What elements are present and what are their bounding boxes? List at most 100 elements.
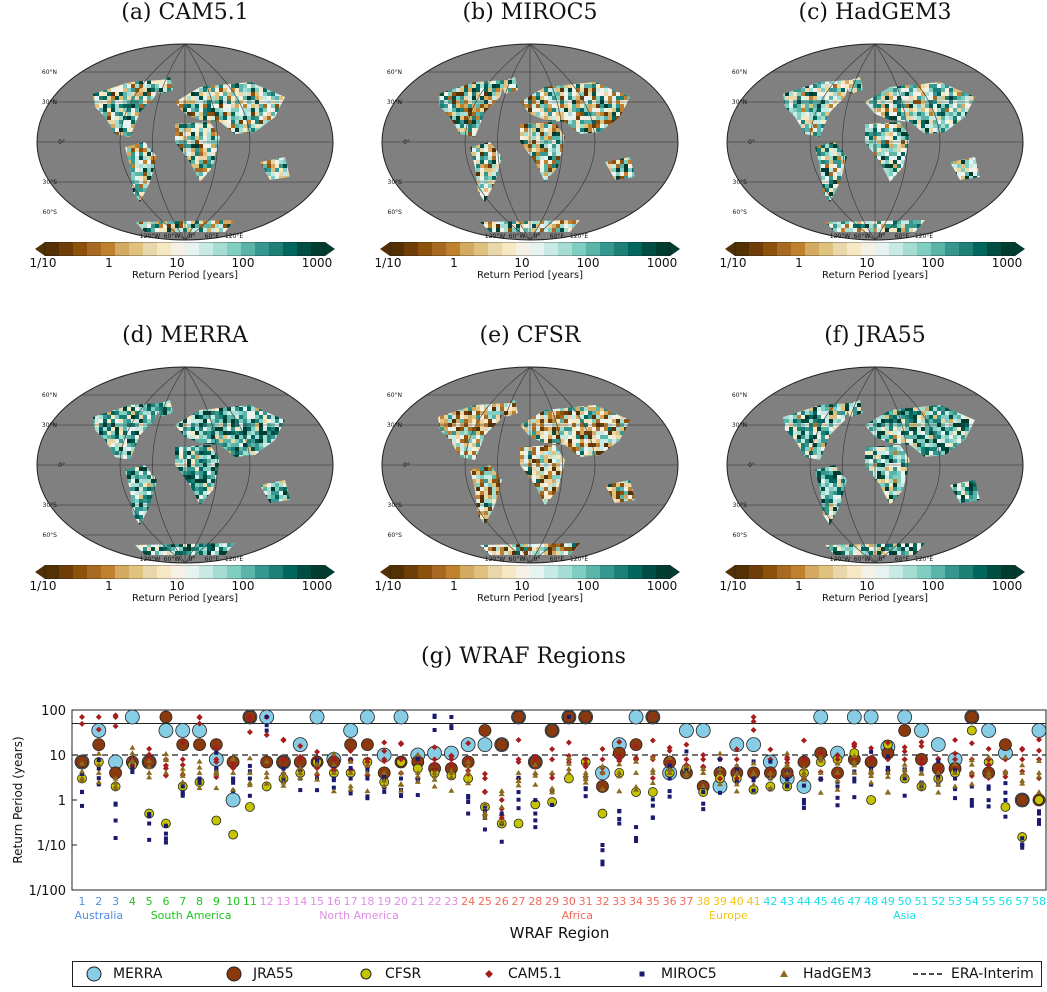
x-tick-label: 1 [79, 895, 86, 908]
colorbar-swatch [642, 242, 657, 256]
data-point [398, 740, 404, 747]
data-point [432, 728, 437, 733]
colorbar-swatch [101, 565, 116, 579]
data-point [244, 802, 255, 812]
data-point [448, 752, 455, 759]
data-point [515, 778, 522, 784]
data-point [214, 750, 219, 755]
data-point [263, 731, 270, 738]
colorbar-swatch [45, 242, 60, 256]
data-point [884, 773, 891, 779]
colorbar-swatch [805, 242, 820, 256]
data-point [852, 776, 857, 781]
data-point [985, 745, 992, 752]
colorbar-tick: 100 [921, 579, 945, 593]
lon-label: 0° [189, 233, 196, 240]
data-point [79, 760, 85, 766]
data-point [683, 772, 690, 778]
data-point [498, 797, 505, 803]
colorbar-swatch [847, 242, 862, 256]
data-point [565, 755, 572, 761]
data-point [533, 825, 538, 830]
data-point [161, 818, 171, 829]
colorbar-swatch [805, 565, 820, 579]
colorbar-swatch [157, 242, 172, 256]
data-point [1020, 845, 1025, 850]
lat-label: 60°S [733, 532, 748, 539]
data-point [532, 769, 539, 775]
data-point [247, 793, 252, 798]
colorbar [35, 242, 335, 256]
data-point [953, 787, 958, 792]
lat-label: 30°N [387, 99, 402, 106]
colorbar [380, 565, 680, 579]
data-point [582, 779, 589, 785]
continent-label: Australia [74, 909, 123, 922]
data-point [281, 777, 286, 782]
data-point [95, 726, 102, 733]
data-point [801, 801, 806, 806]
data-point [79, 768, 85, 774]
legend-item-cam: CAM5.1 [478, 965, 562, 983]
x-tick-label: 40 [730, 895, 744, 908]
x-tick-label: 18 [360, 895, 374, 908]
colorbar-swatch [143, 242, 158, 256]
data-point [901, 748, 908, 755]
data-point [801, 783, 806, 788]
x-tick-label: 29 [545, 895, 559, 908]
data-point [784, 750, 791, 756]
data-point [381, 782, 388, 788]
colorbar-swatch [973, 242, 988, 256]
data-point [129, 744, 136, 750]
data-point [835, 795, 840, 800]
data-point [414, 773, 421, 779]
data-point [733, 746, 740, 753]
data-point [264, 723, 269, 728]
continent-label: North America [319, 909, 399, 922]
data-point [315, 788, 320, 793]
data-point [579, 710, 593, 724]
data-point [785, 783, 790, 788]
data-point [767, 770, 774, 776]
lon-label: 60°E [205, 233, 220, 240]
panel-title: (b) MIROC5 [462, 0, 598, 25]
data-point [1019, 769, 1026, 775]
data-point [478, 724, 492, 737]
colorbar-swatch [642, 565, 657, 579]
plot-area [71, 709, 1047, 891]
data-point [767, 746, 774, 753]
data-point [599, 786, 606, 792]
data-point [146, 763, 153, 769]
colorbar-tick: 1 [795, 579, 803, 593]
colorbar-swatch [185, 242, 200, 256]
data-point [1020, 836, 1025, 841]
x-tick-label: 20 [394, 895, 408, 908]
data-point [785, 777, 790, 782]
data-point [985, 761, 992, 768]
colorbar-swatch [735, 565, 750, 579]
data-point [633, 758, 640, 764]
legend-item-jra55: JRA55 [223, 965, 294, 983]
data-point [360, 709, 375, 725]
data-point [163, 840, 168, 845]
colorbar-swatch [917, 242, 932, 256]
data-point [985, 754, 992, 760]
data-point [633, 783, 640, 789]
cam-marker-icon [478, 965, 500, 983]
x-tick-label: 5 [146, 895, 153, 908]
data-point [968, 761, 975, 767]
data-point [96, 782, 101, 787]
colorbar-swatch [544, 242, 559, 256]
data-point [179, 765, 186, 771]
data-point [382, 773, 387, 778]
data-point [246, 729, 253, 736]
data-point [851, 769, 858, 775]
x-tick-label: 49 [881, 895, 895, 908]
data-point [800, 765, 807, 771]
lat-label: 30°S [733, 502, 748, 509]
data-point [516, 790, 521, 795]
x-tick-label: 7 [179, 895, 186, 908]
data-point [550, 802, 555, 807]
data-point [583, 794, 588, 799]
data-point [834, 769, 841, 775]
